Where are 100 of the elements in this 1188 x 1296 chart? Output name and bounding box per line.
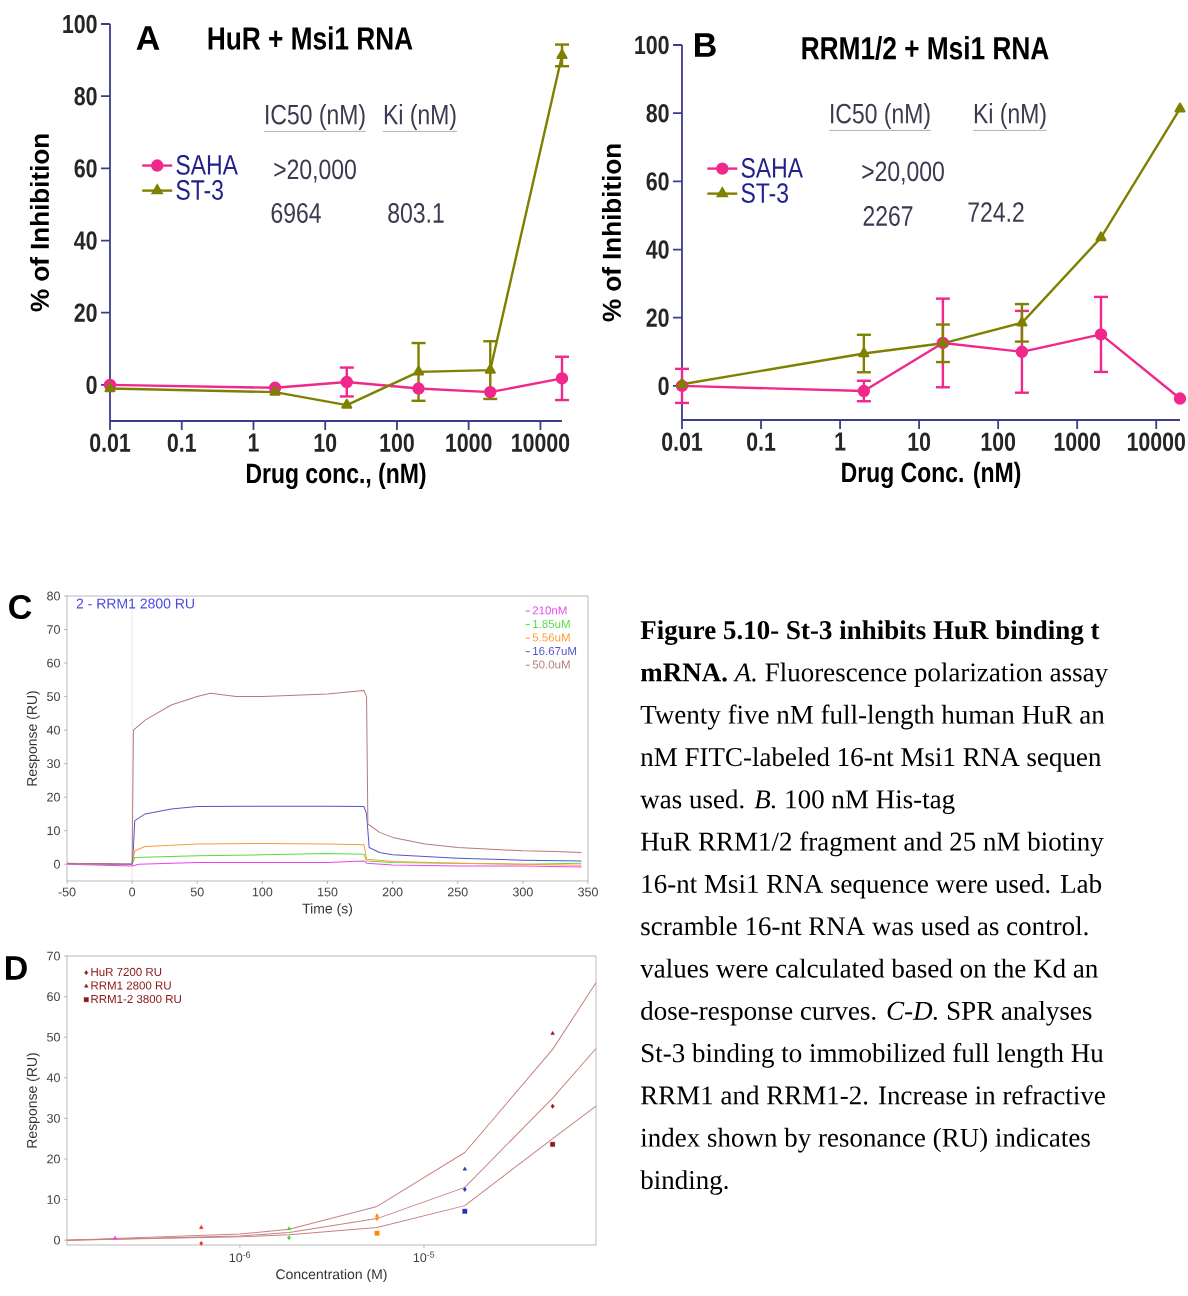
y-tick-label: 20 bbox=[47, 1154, 60, 1164]
y-tick-label: 40 bbox=[646, 240, 669, 259]
y-tick-label: 60 bbox=[74, 159, 97, 178]
annotation: A bbox=[136, 26, 160, 50]
x-tick-label: 10 bbox=[314, 433, 337, 452]
text: scramble 16-nt RNA was used as control. bbox=[641, 916, 1088, 936]
x-axis-title: Concentration (M) bbox=[276, 1268, 387, 1283]
text: binding. bbox=[640, 1170, 728, 1195]
y-tick-label: 0 bbox=[53, 1235, 60, 1245]
x-tick-label: 10000 bbox=[512, 433, 570, 452]
y-tick-label: 0 bbox=[86, 375, 97, 395]
y-tick-label: 70 bbox=[47, 625, 60, 634]
y-tick-label: 20 bbox=[74, 303, 97, 322]
y-tick-label: 0 bbox=[54, 859, 60, 869]
text: dose-response curves. C-D. SPR analyses bbox=[641, 1000, 1092, 1026]
x-tick-label: -50 bbox=[58, 887, 76, 897]
text: nM FITC-labeled 16-nt Msi1 RNA sequen bbox=[640, 747, 1101, 772]
x-tick-label: 200 bbox=[382, 887, 403, 897]
x-tick-label: 10000 bbox=[1127, 432, 1185, 451]
y-tick-label: 20 bbox=[47, 792, 60, 802]
legend-label: ST-3 bbox=[741, 183, 788, 203]
text: index shown by resonance (RU) indicates bbox=[640, 1127, 1090, 1153]
x-tick-label: 0.1 bbox=[747, 432, 776, 451]
annotation: IC50 (nM) bbox=[831, 102, 930, 130]
y-tick-label: 50 bbox=[47, 692, 60, 702]
legend-label: 1.85uM bbox=[533, 619, 570, 628]
x-tick-label: 10$^{-5}$ bbox=[413, 1251, 435, 1263]
x-tick-label: 100 bbox=[981, 432, 1016, 451]
y-axis-title: Response (RU) bbox=[26, 1053, 40, 1148]
text: D bbox=[6, 956, 27, 980]
y-tick-label: 100 bbox=[63, 14, 97, 34]
text: mRNA. A. Fluorescence polarization assay bbox=[640, 662, 1108, 688]
x-tick-label: 350 bbox=[578, 887, 598, 897]
text: 16-nt Msi1 RNA sequence were used. Lab bbox=[642, 874, 1102, 899]
y-axis-title: % of Inhibition bbox=[601, 144, 622, 322]
y-tick-label: 70 bbox=[47, 951, 60, 961]
y-tick-label: 0 bbox=[658, 376, 669, 396]
text: C bbox=[9, 594, 32, 620]
chart-title: RRM1/2 + Msi1 RNA bbox=[802, 36, 1049, 60]
x-tick-label: 10 bbox=[908, 432, 931, 451]
x-tick-label: 10$^{-6}$ bbox=[229, 1251, 251, 1263]
legend-label: SAHA bbox=[741, 158, 803, 178]
y-axis-title: Response (RU) bbox=[26, 691, 40, 786]
legend-label: SAHA bbox=[176, 155, 238, 175]
text: St-3 binding to immobilized full length Hu bbox=[642, 1042, 1104, 1068]
chart-title: 2 - RRM1 2800 RU bbox=[76, 598, 194, 609]
annotation: 2267 bbox=[863, 206, 913, 226]
chart-title: HuR + Msi1 RNA bbox=[208, 26, 413, 50]
legend-label: 50.0uM bbox=[532, 660, 570, 669]
y-tick-label: 60 bbox=[646, 172, 669, 191]
y-tick-label: 50 bbox=[47, 1032, 60, 1042]
legend-label: HuR 7200 RU bbox=[91, 967, 162, 976]
x-tick-label: 150 bbox=[318, 887, 338, 897]
y-tick-label: 30 bbox=[47, 1113, 60, 1123]
text: HuR RRM1/2 fragment and 25 nM biotiny bbox=[640, 831, 1104, 857]
y-tick-label: 10 bbox=[47, 826, 60, 836]
y-tick-label: 80 bbox=[47, 591, 60, 601]
y-tick-label: 40 bbox=[46, 725, 60, 735]
y-tick-label: 100 bbox=[635, 35, 669, 55]
x-tick-label: 0.01 bbox=[90, 433, 131, 452]
text: Twenty five nM full-length human HuR an bbox=[640, 704, 1105, 730]
text: was used. B. 100 nM His-tag bbox=[640, 789, 955, 815]
y-tick-label: 80 bbox=[74, 86, 97, 106]
legend-label: 5.56uM bbox=[532, 633, 570, 642]
x-tick-label: 1 bbox=[248, 433, 259, 452]
y-tick-label: 30 bbox=[47, 759, 60, 769]
y-tick-label: 40 bbox=[74, 231, 97, 250]
annotation: >20,000 bbox=[862, 161, 944, 185]
text: RRM1 and RRM1-2. Increase in refractive bbox=[640, 1085, 1105, 1105]
x-tick-label: 1000 bbox=[446, 433, 492, 452]
y-axis-title: % of Inhibition bbox=[29, 134, 50, 312]
annotation: IC50 (nM) bbox=[266, 103, 365, 131]
x-tick-label: 0.1 bbox=[167, 433, 196, 452]
x-axis-title: Time (s) bbox=[302, 903, 353, 917]
text: Figure 5.10- St-3 inhibits HuR binding t bbox=[640, 620, 1100, 645]
legend-label: 210nM bbox=[532, 606, 567, 615]
x-tick-label: 300 bbox=[512, 887, 533, 897]
legend-label: RRM1 2800 RU bbox=[91, 981, 171, 990]
x-tick-label: 1000 bbox=[1054, 432, 1100, 451]
y-tick-label: 80 bbox=[646, 103, 669, 123]
annotation: >20,000 bbox=[274, 159, 356, 183]
x-tick-label: 0.01 bbox=[662, 432, 703, 451]
x-tick-label: 0 bbox=[129, 887, 136, 897]
annotation: B bbox=[695, 33, 716, 57]
annotation: 6964 bbox=[271, 203, 321, 223]
annotation: Ki (nM) bbox=[384, 103, 456, 131]
annotation: 724.2 bbox=[968, 202, 1024, 222]
x-axis-title: Drug conc., (nM) bbox=[246, 462, 426, 490]
x-axis-title: Drug Conc. (nM) bbox=[842, 461, 1021, 489]
y-tick-label: 20 bbox=[646, 308, 669, 327]
legend-label: RRM1-2 3800 RU bbox=[91, 994, 181, 1004]
y-tick-label: 60 bbox=[47, 992, 60, 1002]
annotation: 803.1 bbox=[388, 203, 444, 223]
x-tick-label: 100 bbox=[380, 433, 414, 452]
x-tick-label: 100 bbox=[252, 887, 273, 897]
legend-label: ST-3 bbox=[176, 180, 223, 200]
y-tick-label: 40 bbox=[46, 1073, 60, 1083]
y-tick-label: 60 bbox=[47, 658, 60, 668]
y-tick-label: 10 bbox=[47, 1195, 60, 1204]
text: values were calculated based on the Kd an bbox=[640, 958, 1098, 978]
